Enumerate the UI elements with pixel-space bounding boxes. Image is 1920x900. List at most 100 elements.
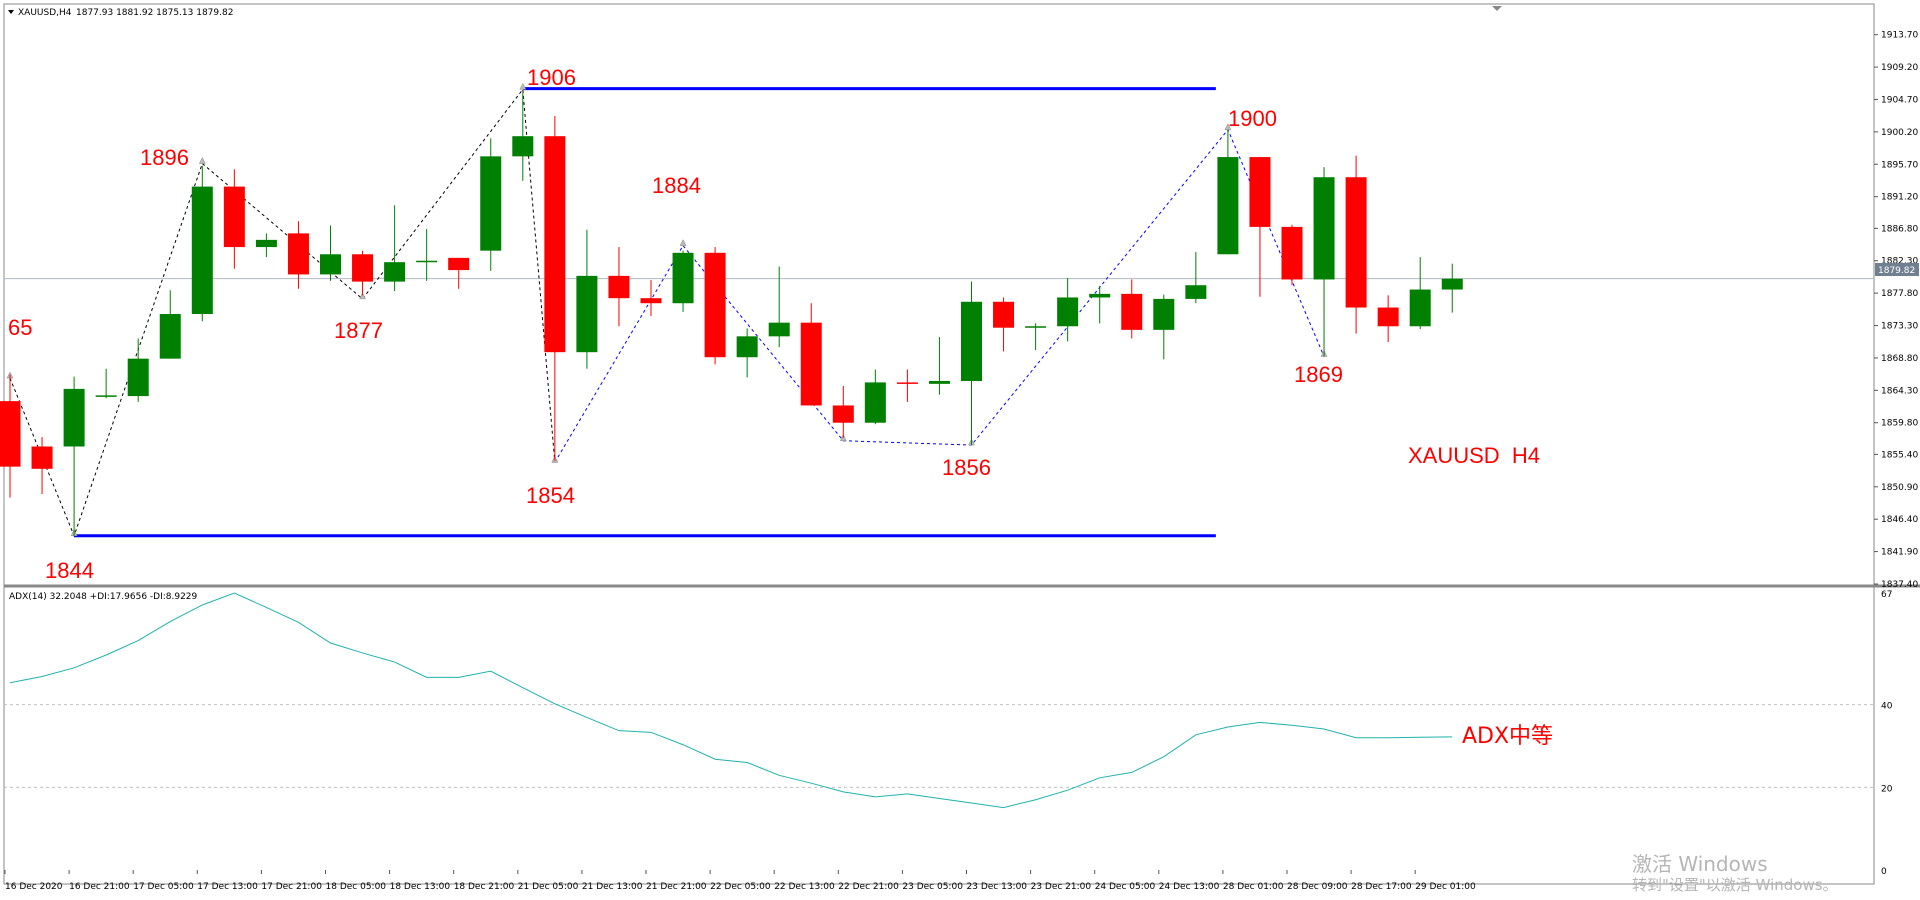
price-axis-label: 1900.20 <box>1881 128 1918 138</box>
bearish-candle-body <box>31 446 53 469</box>
price-axis-label: 1877.80 <box>1881 289 1918 299</box>
bullish-candle-body <box>1313 177 1335 280</box>
bullish-candle-body <box>95 395 117 397</box>
price-axis-label: 1855.40 <box>1881 450 1918 460</box>
bullish-candle-body <box>1217 157 1239 255</box>
bullish-candle-body <box>1441 278 1463 290</box>
adx-axis-label: 0 <box>1881 867 1887 877</box>
time-axis-label: 21 Dec 05:00 <box>518 882 579 892</box>
price-axis-label: 1868.80 <box>1881 354 1918 364</box>
bullish-candle-body <box>384 262 406 282</box>
price-axis-label: 1859.80 <box>1881 419 1918 429</box>
bullish-candle-body <box>320 254 341 275</box>
bullish-candle-body <box>1089 293 1111 298</box>
bullish-candle-body <box>416 260 438 263</box>
swing-price-label: 1877 <box>334 318 383 343</box>
price-axis-label: 1841.90 <box>1881 548 1918 558</box>
price-axis-label: 1886.80 <box>1881 224 1918 234</box>
adx-line <box>9 592 1453 809</box>
swing-price-label: 1900 <box>1228 106 1277 131</box>
bullish-candle-body <box>576 275 598 353</box>
bearish-candle-body <box>1121 293 1143 330</box>
time-axis-label: 18 Dec 13:00 <box>390 882 451 892</box>
time-axis-label: 21 Dec 13:00 <box>582 882 643 892</box>
time-axis-label: 29 Dec 01:00 <box>1415 882 1476 892</box>
swing-price-label: 1854 <box>526 483 575 508</box>
bearish-candle-body <box>800 322 822 406</box>
bearish-candle-body <box>640 298 662 304</box>
time-axis-label: 23 Dec 13:00 <box>967 882 1028 892</box>
swing-price-label: 1884 <box>652 173 701 198</box>
bearish-candle-body <box>287 233 309 275</box>
time-axis-label: 23 Dec 21:00 <box>1031 882 1092 892</box>
fractal-arrow-marker <box>519 82 527 90</box>
adx-group: 67 40 20 0 <box>4 590 1893 877</box>
time-axis-label: 22 Dec 21:00 <box>838 882 899 892</box>
bearish-candle-body <box>544 136 566 353</box>
time-axis-label: 16 Dec 2020 <box>5 882 63 892</box>
bullish-candle-body <box>512 136 534 157</box>
candles-group <box>0 92 1463 536</box>
price-axis-label: 1882.30 <box>1881 257 1918 267</box>
time-axis-label: 17 Dec 05:00 <box>133 882 194 892</box>
bullish-candle-body <box>159 314 181 359</box>
bearish-candle-body <box>896 382 918 384</box>
time-axis-label: 17 Dec 13:00 <box>197 882 258 892</box>
time-axis-group: 16 Dec 2020 16 Dec 21:00 17 Dec 05:00 17 De… <box>4 870 1476 892</box>
chart-ohlc-values: 1877.93 1881.92 1875.13 1879.82 <box>76 8 233 18</box>
adx-indicator-label: ADX(14) 32.2048 +DI:17.9656 -DI:8.9229 <box>9 592 198 602</box>
watermark-activate-hint: 转到"设置"以激活 Windows。 <box>1632 876 1838 894</box>
swing-price-label: 1906 <box>527 65 576 90</box>
bullish-candle-body <box>928 380 950 384</box>
price-axis-label: 1895.70 <box>1881 160 1918 170</box>
swing-price-label: 65 <box>8 315 32 340</box>
fractal-arrow-marker <box>679 239 687 246</box>
price-axis-label: 1891.20 <box>1881 193 1918 203</box>
adx-axis-label: 20 <box>1881 784 1893 794</box>
time-axis-label: 28 Dec 09:00 <box>1287 882 1348 892</box>
bearish-candle-body <box>704 252 726 358</box>
bearish-candle-body <box>1249 157 1271 227</box>
level-lines-group <box>74 87 1216 538</box>
bearish-candle-body <box>1377 307 1399 327</box>
bullish-candle-body <box>768 322 790 337</box>
bearish-candle-body <box>832 405 854 423</box>
bearish-candle-body <box>352 254 374 282</box>
time-axis-label: 16 Dec 21:00 <box>69 882 130 892</box>
time-axis-label: 24 Dec 05:00 <box>1095 882 1156 892</box>
time-axis-label: 24 Dec 13:00 <box>1159 882 1220 892</box>
watermark-activate-title: 激活 Windows <box>1632 852 1768 876</box>
bullish-candle-body <box>191 186 213 315</box>
scroll-shift-marker-icon[interactable] <box>1492 6 1502 11</box>
time-axis-label: 21 Dec 21:00 <box>646 882 707 892</box>
price-axis-label: 1846.40 <box>1881 515 1918 525</box>
price-axis-label: 1913.70 <box>1881 31 1918 41</box>
bearish-candle-body <box>223 186 245 248</box>
adx-axis-label: 67 <box>1881 590 1892 600</box>
bullish-candle-body <box>864 382 886 423</box>
dropdown-triangle-icon[interactable] <box>8 10 14 14</box>
zigzag-line <box>9 88 556 538</box>
bullish-candle-body <box>736 336 758 358</box>
price-axis-label: 1909.20 <box>1881 63 1918 73</box>
time-axis-label: 17 Dec 21:00 <box>261 882 322 892</box>
bullish-candle-body <box>672 252 694 304</box>
price-axis-label: 1873.30 <box>1881 322 1918 332</box>
current-price-tag <box>1875 263 1919 276</box>
time-axis-label: 18 Dec 21:00 <box>454 882 515 892</box>
adx-comment-label: ADX中等 <box>1462 724 1553 749</box>
bullish-candle-body <box>1057 297 1079 327</box>
bullish-candle-body <box>961 301 982 381</box>
swing-price-label: 1856 <box>942 455 991 480</box>
bullish-candle-body <box>1185 285 1207 299</box>
bullish-candle-body <box>1409 289 1431 327</box>
bullish-candle-body <box>255 239 277 248</box>
fractal-arrow-marker <box>1224 123 1232 130</box>
bullish-candle-body <box>1153 298 1175 330</box>
time-axis-label: 28 Dec 01:00 <box>1223 882 1284 892</box>
bearish-candle-body <box>0 401 21 467</box>
zigzag-line <box>554 128 1325 463</box>
bearish-candle-body <box>993 301 1015 328</box>
adx-axis-label: 40 <box>1881 702 1893 712</box>
